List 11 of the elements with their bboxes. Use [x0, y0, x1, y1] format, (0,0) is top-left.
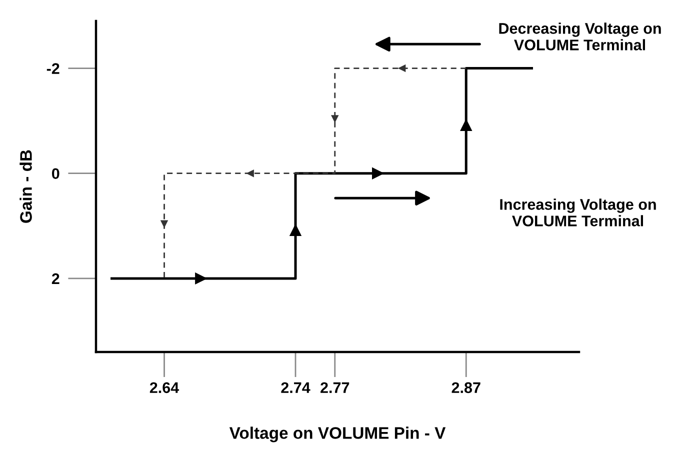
- y-tick-label: 0: [52, 168, 60, 180]
- x-tick-label: 2.87: [452, 382, 480, 394]
- x-tick-label: 2.77: [320, 382, 350, 393]
- x-axis-title: Voltage on VOLUME Pin - V: [229, 426, 446, 442]
- annotation: Increasing Voltage on VOLUME Terminal: [500, 198, 656, 226]
- y-tick-label: 2: [52, 273, 60, 284]
- x-tick-label: 2.74: [281, 382, 310, 393]
- annotation: Decreasing Voltage on VOLUME Terminal: [499, 22, 661, 50]
- x-tick-label: 2.64: [150, 382, 180, 394]
- y-axis-title: Gain - dB: [20, 150, 32, 223]
- y-tick-label: -2: [46, 63, 60, 74]
